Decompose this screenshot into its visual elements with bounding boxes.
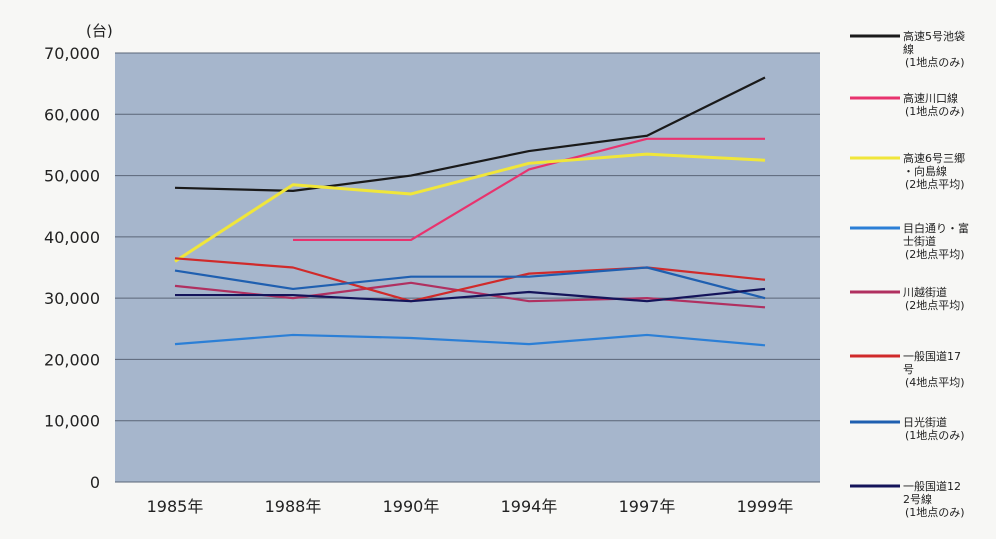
legend-label: 一般国道17 号 (903, 349, 961, 376)
legend-note: (1地点のみ) (905, 56, 965, 69)
y-axis: 0 10,000 20,000 30,000 40,000 50,000 60,000 70,… (44, 44, 100, 492)
y-tick-label: 10,000 (44, 412, 100, 431)
legend-note: (2地点平均) (905, 248, 965, 261)
series-line (175, 287, 766, 303)
series-line (174, 257, 766, 303)
series-line (174, 152, 766, 263)
x-tick-label: 1997年 (619, 497, 676, 516)
legend-note: (4地点平均) (905, 376, 965, 389)
x-tick-label: 1985年 (147, 497, 204, 516)
grid (115, 52, 820, 483)
y-tick-label: 20,000 (44, 350, 100, 369)
legend-label: 高速6号三郷・向島線 (903, 151, 965, 178)
series-line (293, 137, 765, 242)
legend-label: 高速川口線 (903, 91, 958, 105)
y-unit-label: (台) (86, 22, 113, 40)
legend-note: (1地点のみ) (905, 429, 965, 442)
x-tick-label: 1990年 (383, 497, 440, 516)
plot-area (115, 53, 820, 482)
y-tick-label: 70,000 (44, 44, 100, 63)
y-tick-label: 60,000 (44, 105, 100, 124)
legend-note: (1地点のみ) (905, 105, 965, 118)
legend: 高速5号池袋線(1地点のみ)高速川口線(1地点のみ)高速6号三郷・向島線(2地点… (850, 29, 969, 519)
y-tick-label: 40,000 (44, 228, 100, 247)
x-tick-label: 1988年 (265, 497, 322, 516)
x-tick-label: 1994年 (501, 497, 558, 516)
legend-note: (1地点のみ) (905, 506, 965, 519)
legend-note: (2地点平均) (905, 299, 965, 312)
y-tick-label: 0 (90, 473, 100, 492)
x-axis: 1985年 1988年 1990年 1994年 1997年 1999年 (147, 497, 794, 516)
legend-label: 一般国道12 2号線 (903, 479, 961, 506)
legend-label: 高速5号池袋線 (903, 29, 965, 56)
legend-label: 日光街道 (903, 415, 947, 429)
series-line (174, 333, 766, 347)
legend-label: 川越街道 (903, 285, 947, 299)
y-tick-label: 50,000 (44, 167, 100, 186)
x-tick-label: 1999年 (737, 497, 794, 516)
series-lines (174, 76, 766, 347)
legend-label: 目白通り・富士街道 (903, 221, 969, 248)
y-tick-label: 30,000 (44, 289, 100, 308)
series-line (174, 266, 766, 300)
series-line (174, 76, 766, 192)
legend-note: (2地点平均) (905, 178, 965, 191)
